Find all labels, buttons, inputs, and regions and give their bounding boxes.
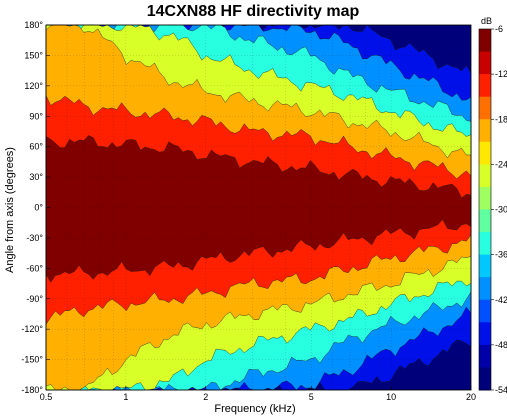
colorbar-swatch (479, 119, 491, 143)
colorbar-swatch (479, 322, 491, 346)
y-tick-label: 60° (29, 142, 43, 152)
colorbar-swatch (479, 344, 491, 368)
chart-title: 14CXN88 HF directivity map (147, 3, 360, 20)
x-tick-label: 1 (123, 392, 128, 402)
colorbar: -6 -12 -18 -24 -30 -36 -42 -48 -54 (478, 24, 507, 395)
colorbar-swatch (479, 277, 491, 301)
x-tick-label: 2 (203, 392, 208, 402)
x-axis-ticks: 0.5 1 2 5 10 20 (40, 386, 476, 402)
colorbar-tick-label: -24 (495, 159, 507, 169)
colorbar-tick-label: -36 (495, 250, 507, 260)
y-axis-label: Angle from axis (degrees) (4, 147, 16, 273)
y-tick-label: 90° (29, 111, 43, 121)
colorbar-tick-label: -12 (495, 69, 507, 79)
colorbar-swatch (479, 141, 491, 165)
colorbar-swatch (479, 29, 491, 53)
y-tick-label: -150° (21, 355, 43, 365)
colorbar-swatch (479, 299, 491, 323)
colorbar-tick-label: -42 (495, 295, 507, 305)
plot-area (45, 24, 472, 391)
colorbar-unit: dB (481, 16, 492, 26)
y-tick-label: 0° (34, 203, 43, 213)
colorbar-tick-label: -54 (495, 385, 507, 395)
colorbar-swatch (479, 96, 491, 120)
x-tick-label: 0.5 (40, 392, 53, 402)
colorbar-tick-label: -48 (495, 340, 507, 350)
y-tick-label: 150° (24, 50, 43, 60)
colorbar-swatch (479, 164, 491, 188)
y-tick-label: -60° (26, 263, 43, 273)
x-tick-label: 5 (309, 392, 314, 402)
y-tick-label: -30° (26, 233, 43, 243)
y-axis-ticks: 180° 150° 120° 90° 60° 30° 0° -30° -60° -90° -120°… (21, 20, 50, 395)
colorbar-tick-label: -30 (495, 205, 507, 215)
y-tick-label: 30° (29, 172, 43, 182)
colorbar-swatch (479, 209, 491, 233)
colorbar-swatch (479, 254, 491, 278)
y-tick-label: -90° (26, 294, 43, 304)
y-tick-label: 120° (24, 81, 43, 91)
colorbar-swatch (479, 186, 491, 210)
x-tick-label: 20 (466, 392, 476, 402)
colorbar-tick-label: -6 (495, 24, 503, 34)
colorbar-swatch (479, 51, 491, 75)
colorbar-tick-label: -18 (495, 114, 507, 124)
y-tick-label: 180° (24, 20, 43, 30)
x-axis-label: Frequency (kHz) (214, 403, 295, 415)
y-tick-label: -120° (21, 324, 43, 334)
colorbar-swatch (479, 232, 491, 256)
colorbar-swatch (479, 367, 491, 391)
x-tick-label: 10 (386, 392, 396, 402)
colorbar-swatch (479, 74, 491, 98)
y-tick-label: -180° (21, 385, 43, 395)
